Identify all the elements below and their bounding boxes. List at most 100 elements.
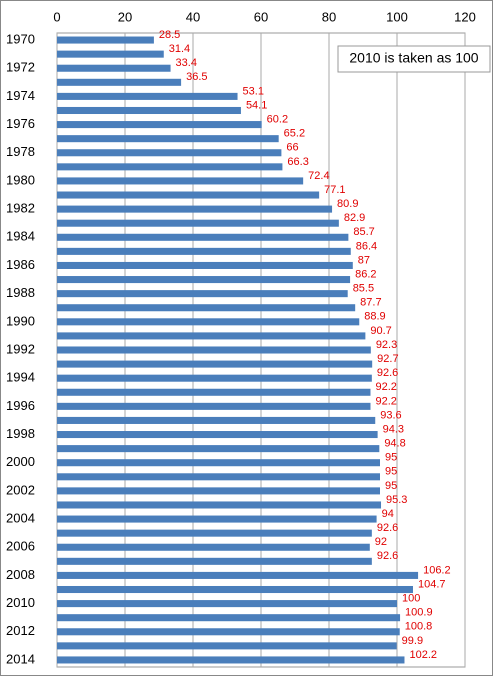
- value-label: 92.7: [377, 353, 398, 365]
- value-label: 66: [286, 142, 298, 154]
- bar: [57, 205, 333, 213]
- bar: [57, 163, 283, 171]
- value-label: 28.5: [159, 29, 180, 41]
- bar: [57, 177, 304, 185]
- value-label: 94: [382, 508, 394, 520]
- bar: [57, 290, 348, 298]
- annotation: 2010 is taken as 100: [349, 50, 478, 66]
- y-tick-label: 1974: [6, 88, 35, 103]
- bar: [57, 402, 371, 410]
- bar: [57, 543, 370, 551]
- bar: [57, 388, 371, 396]
- value-label: 102.2: [409, 649, 437, 661]
- y-tick-label: 1998: [6, 426, 35, 441]
- bar: [57, 374, 372, 382]
- bar: [57, 416, 376, 424]
- bar: [57, 614, 401, 622]
- bar: [57, 501, 382, 509]
- value-label: 104.7: [418, 578, 446, 590]
- bar: [57, 346, 371, 354]
- y-tick-label: 1976: [6, 116, 35, 131]
- annotation-box: [337, 45, 491, 73]
- value-label: 92.6: [377, 522, 398, 534]
- y-tick-label: 1994: [6, 370, 35, 385]
- value-label: 100: [402, 593, 420, 605]
- value-label: 53.1: [243, 85, 264, 97]
- bar: [57, 431, 378, 439]
- x-tick-label: 120: [454, 9, 476, 24]
- bar: [57, 64, 171, 72]
- bar: [57, 487, 380, 495]
- value-label: 92.2: [375, 381, 396, 393]
- bar: [57, 233, 349, 241]
- bar: [57, 473, 380, 481]
- x-tick-label: 60: [254, 9, 268, 24]
- value-label: 99.9: [402, 635, 423, 647]
- value-label: 93.6: [380, 409, 401, 421]
- value-label: 95: [385, 452, 397, 464]
- bar: [57, 571, 419, 579]
- y-tick-label: 1988: [6, 285, 35, 300]
- bar: [57, 276, 351, 284]
- y-tick-label: 1992: [6, 341, 35, 356]
- bar: [57, 106, 241, 115]
- y-tick-label: 2014: [6, 651, 35, 666]
- x-tick-label: 100: [386, 9, 408, 24]
- y-tick-label: 1986: [6, 257, 35, 272]
- y-tick-label: 1970: [6, 31, 35, 46]
- value-label: 86.4: [356, 240, 377, 252]
- bar: [57, 529, 372, 537]
- value-label: 100.8: [405, 621, 433, 633]
- bar: [57, 445, 380, 453]
- value-label: 60.2: [267, 113, 288, 125]
- value-label: 86.2: [355, 268, 376, 280]
- value-label: 54.1: [246, 99, 267, 111]
- y-tick-label: 2006: [6, 539, 35, 554]
- x-tick-label: 40: [186, 9, 200, 24]
- value-label: 33.4: [176, 57, 197, 69]
- y-tick-label: 1990: [6, 313, 35, 328]
- y-tick-label: 2004: [6, 511, 35, 526]
- bar: [57, 36, 154, 44]
- value-label: 31.4: [169, 43, 190, 55]
- value-label: 85.5: [353, 283, 374, 295]
- y-tick-label: 2008: [6, 567, 35, 582]
- y-tick-label: 1972: [6, 60, 35, 75]
- bar: [57, 149, 282, 157]
- value-label: 92.6: [377, 550, 398, 562]
- y-tick-label: 2012: [6, 623, 35, 638]
- y-tick-label: 1996: [6, 398, 35, 413]
- y-tick-label: 1978: [6, 144, 35, 159]
- bar: [57, 360, 373, 368]
- value-label: 72.4: [308, 170, 329, 182]
- value-label: 100.9: [405, 607, 433, 619]
- value-label: 85.7: [353, 226, 374, 238]
- value-label: 95: [385, 466, 397, 478]
- x-tick-label: 80: [322, 9, 336, 24]
- bar: [57, 191, 320, 199]
- y-tick-label: 2002: [6, 482, 35, 497]
- bar: [57, 628, 400, 636]
- y-tick-label: 2010: [6, 595, 35, 610]
- bar: [57, 332, 366, 340]
- value-label: 95: [385, 480, 397, 492]
- value-label: 80.9: [337, 198, 358, 210]
- value-label: 92.6: [377, 367, 398, 379]
- bar: [57, 459, 380, 467]
- value-label: 87: [358, 254, 370, 266]
- value-label: 92: [375, 536, 387, 548]
- value-label: 92.2: [375, 395, 396, 407]
- bar: [57, 557, 372, 565]
- value-label: 66.3: [287, 156, 308, 168]
- y-tick-label: 1980: [6, 172, 35, 187]
- x-tick-label: 0: [53, 9, 60, 24]
- bar: [57, 642, 397, 650]
- bar: [57, 318, 360, 326]
- value-label: 95.3: [386, 494, 407, 506]
- bar: [57, 304, 356, 312]
- value-label: 65.2: [284, 128, 305, 140]
- value-label: 87.7: [360, 297, 381, 309]
- bar: [57, 78, 182, 86]
- y-tick-label: 1984: [6, 229, 35, 244]
